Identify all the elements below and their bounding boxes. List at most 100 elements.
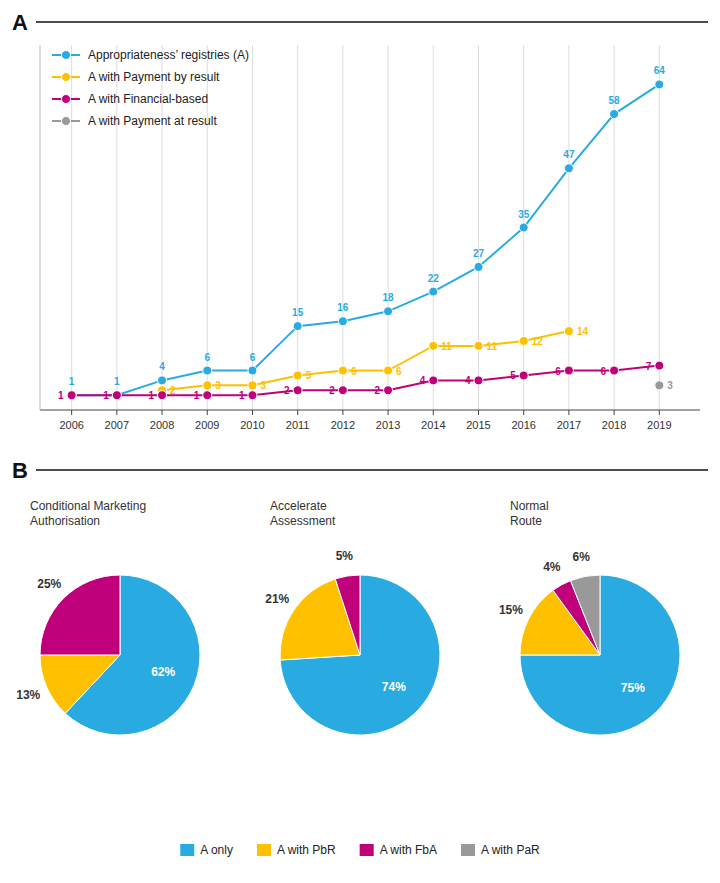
data-label: 1 [58,390,64,401]
series-point [112,391,121,400]
legend-marker [62,73,71,82]
series-point [429,376,438,385]
x-tick [478,410,479,415]
data-label: 3 [667,380,673,391]
grid-line [659,45,660,410]
pie-slice [520,575,680,735]
series-point [384,386,393,395]
series-point [564,164,573,173]
series-point [338,317,347,326]
x-tick-label: 2018 [602,419,626,431]
data-label: 11 [441,341,452,352]
pie-label: 5% [336,549,354,563]
series-line [162,331,569,390]
series-point [112,391,121,400]
pie-label: 6% [573,550,591,564]
pie-label: 74% [382,680,406,694]
series-point [474,376,483,385]
series-point [158,391,167,400]
series-point [203,381,212,390]
data-label: 3 [260,380,266,391]
pie-title-line: Normal [510,499,549,513]
series-point [655,361,664,370]
legend-label: Appropriateness’ registries (A) [88,48,249,62]
pie-slice [571,575,600,655]
series-line [72,84,660,395]
x-tick-label: 2007 [105,419,129,431]
series-point [158,376,167,385]
pie-title-line: Assessment [270,514,336,528]
series-point [564,366,573,375]
grid-line [342,45,343,410]
legend-label: A with Financial-based [88,92,208,106]
series-point [293,322,302,331]
series-point [429,287,438,296]
pie-slice [280,575,440,735]
x-tick-label: 2006 [59,419,83,431]
pie-title-line: Route [510,514,542,528]
data-label: 27 [473,248,485,259]
series-point [203,391,212,400]
x-tick [297,410,298,415]
chart-root: A200620072008200920102011201220132014201… [0,0,720,883]
series-point [203,366,212,375]
pie-label: 62% [151,665,175,679]
panel-title: B [12,458,28,483]
x-tick [433,410,434,415]
data-label: 11 [486,341,497,352]
data-label: 7 [646,361,652,372]
legend: A onlyA with PbRA with FbAA with PaR [180,843,540,857]
grid-line [478,45,479,410]
grid-line [568,45,569,410]
legend-label: A with Payment by result [88,70,220,84]
series-point [384,366,393,375]
pie-title: Conditional MarketingAuthorisation [30,499,146,528]
legend-swatch [257,844,271,856]
legend-swatch [360,844,374,856]
data-label: 15 [292,307,304,318]
pie-slice [40,655,120,713]
data-label: 6 [396,366,402,377]
data-label: 58 [609,95,621,106]
x-tick-label: 2016 [511,419,535,431]
data-label: 6 [250,352,256,363]
x-tick [71,410,72,415]
series-point [519,223,528,232]
data-label: 2 [170,385,176,396]
legend-label: A with Payment at result [88,114,217,128]
x-tick [659,410,660,415]
series-point [564,327,573,336]
data-label: 1 [114,376,120,387]
series-point [67,391,76,400]
pie-label: 13% [16,688,40,702]
series-point [338,386,347,395]
x-tick-label: 2019 [647,419,671,431]
x-tick-label: 2008 [150,419,174,431]
data-label: 1 [148,390,154,401]
x-tick [388,410,389,415]
x-tick-label: 2010 [240,419,264,431]
x-tick [116,410,117,415]
x-tick-label: 2009 [195,419,219,431]
pie-label: 21% [265,592,289,606]
data-label: 1 [194,390,200,401]
x-tick [614,410,615,415]
series-point [293,386,302,395]
x-tick [342,410,343,415]
pie-title-line: Conditional Marketing [30,499,146,513]
grid-line [433,45,434,410]
pie-label: 15% [499,603,523,617]
data-label: 1 [239,390,245,401]
legend-label: A with FbA [380,843,437,857]
pie-title-line: Authorisation [30,514,100,528]
data-label: 6 [601,366,607,377]
legend-label: A with PbR [277,843,336,857]
data-label: 5 [510,370,516,381]
x-tick-label: 2011 [286,419,310,431]
y-axis [40,45,41,410]
data-label: 16 [337,302,349,313]
data-label: 14 [577,326,589,337]
legend-label: A only [200,843,233,857]
series-point [610,110,619,119]
data-label: 4 [420,375,426,386]
